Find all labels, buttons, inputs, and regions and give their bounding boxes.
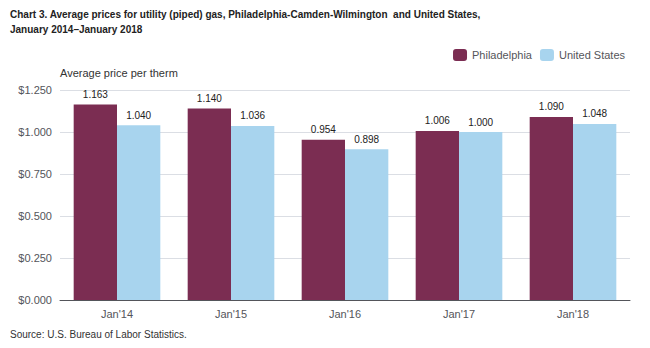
svg-text:$0.750: $0.750 bbox=[18, 168, 52, 180]
svg-text:Jan'14: Jan'14 bbox=[101, 308, 133, 320]
svg-text:1.000: 1.000 bbox=[468, 117, 493, 128]
svg-text:1.048: 1.048 bbox=[582, 108, 607, 119]
svg-text:$0.250: $0.250 bbox=[18, 252, 52, 264]
svg-text:Jan'16: Jan'16 bbox=[329, 308, 361, 320]
svg-text:$1.000: $1.000 bbox=[18, 126, 52, 138]
svg-text:Average price per therm: Average price per therm bbox=[60, 67, 178, 79]
svg-text:1.040: 1.040 bbox=[126, 110, 151, 121]
svg-text:0.898: 0.898 bbox=[354, 134, 379, 145]
svg-text:$0.500: $0.500 bbox=[18, 210, 52, 222]
svg-text:January 2014–January 2018: January 2014–January 2018 bbox=[10, 24, 143, 35]
svg-text:$0.000: $0.000 bbox=[18, 294, 52, 306]
svg-text:1.090: 1.090 bbox=[539, 101, 564, 112]
svg-text:1.140: 1.140 bbox=[197, 93, 222, 104]
svg-text:0.954: 0.954 bbox=[311, 124, 336, 135]
svg-text:Source: U.S. Bureau of Labor S: Source: U.S. Bureau of Labor Statistics. bbox=[10, 329, 187, 340]
svg-text:$1.250: $1.250 bbox=[18, 84, 52, 96]
svg-text:1.163: 1.163 bbox=[83, 89, 108, 100]
svg-text:Jan'18: Jan'18 bbox=[557, 308, 589, 320]
svg-text:Jan'17: Jan'17 bbox=[443, 308, 475, 320]
svg-text:Chart 3. Average prices for ut: Chart 3. Average prices for utility (pip… bbox=[10, 9, 481, 20]
svg-text:Jan'15: Jan'15 bbox=[215, 308, 247, 320]
svg-text:1.006: 1.006 bbox=[425, 115, 450, 126]
svg-text:United States: United States bbox=[559, 49, 626, 61]
svg-text:1.036: 1.036 bbox=[240, 110, 265, 121]
svg-text:Philadelphia: Philadelphia bbox=[472, 49, 533, 61]
